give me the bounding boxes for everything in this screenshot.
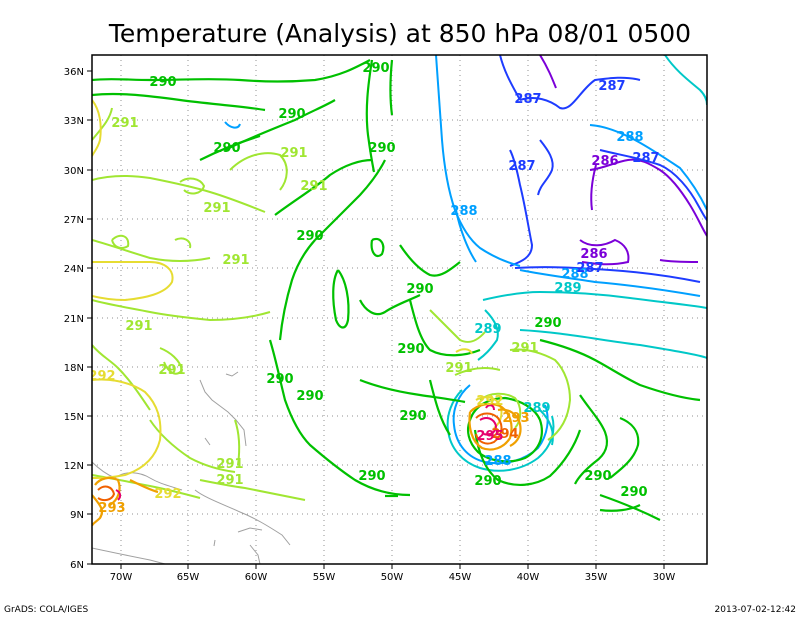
contour-label-293: 293 bbox=[98, 501, 125, 516]
contour-label-290: 290 bbox=[534, 316, 561, 331]
contour-label-292: 292 bbox=[88, 369, 115, 384]
contour-label-290: 290 bbox=[358, 469, 385, 484]
y-tick-label: 36N bbox=[64, 67, 84, 78]
isotherm-293 bbox=[92, 402, 522, 527]
contour-label-290: 290 bbox=[399, 409, 426, 424]
y-tick-label: 9N bbox=[70, 510, 84, 521]
y-tick-label: 27N bbox=[64, 215, 84, 226]
y-tick-label: 24N bbox=[64, 264, 84, 275]
y-tick-label: 33N bbox=[64, 116, 84, 127]
contour-label-288: 288 bbox=[561, 267, 588, 282]
contour-label-287: 287 bbox=[632, 151, 659, 166]
y-tick-label: 12N bbox=[64, 461, 84, 472]
y-tick-label: 6N bbox=[70, 560, 84, 571]
contour-label-291: 291 bbox=[125, 319, 152, 334]
contour-label-291: 291 bbox=[111, 116, 138, 131]
y-tick-label: 30N bbox=[64, 166, 84, 177]
contour-label-290: 290 bbox=[362, 61, 389, 76]
contour-label-286: 286 bbox=[580, 247, 607, 262]
x-tick-label: 45W bbox=[449, 572, 472, 583]
contour-label-291: 291 bbox=[216, 457, 243, 472]
contour-label-286: 286 bbox=[591, 154, 618, 169]
contour-label-290: 290 bbox=[584, 469, 611, 484]
isotherm-287 bbox=[499, 55, 707, 283]
contour-label-287: 287 bbox=[508, 159, 535, 174]
contour-label-291: 291 bbox=[511, 341, 538, 356]
contour-label-291: 291 bbox=[203, 201, 230, 216]
isotherm-290 bbox=[92, 59, 701, 521]
footer-source: GrADS: COLA/IGES bbox=[4, 605, 88, 615]
plot-frame bbox=[91, 54, 708, 565]
contour-label-291: 291 bbox=[445, 361, 472, 376]
contour-label-288: 288 bbox=[616, 130, 643, 145]
contour-label-290: 290 bbox=[266, 372, 293, 387]
x-tick-label: 65W bbox=[177, 572, 200, 583]
contour-label-290: 290 bbox=[620, 485, 647, 500]
isotherm-288 bbox=[224, 55, 707, 465]
y-axis: 36N 33N 30N 27N 24N 21N 18N 15N 12N 9N 6N bbox=[64, 67, 92, 571]
contour-label-292: 292 bbox=[476, 394, 503, 409]
isotherm-286 bbox=[539, 55, 707, 266]
isotherm-294 bbox=[97, 412, 503, 502]
contour-label-290: 290 bbox=[296, 389, 323, 404]
y-tick-label: 15N bbox=[64, 412, 84, 423]
contour-label-291: 291 bbox=[222, 253, 249, 268]
contour-label-291: 291 bbox=[280, 146, 307, 161]
contour-label-289: 289 bbox=[523, 401, 550, 416]
x-tick-label: 70W bbox=[110, 572, 133, 583]
x-tick-label: 40W bbox=[517, 572, 540, 583]
contour-label-287: 287 bbox=[514, 92, 541, 107]
map-title: Temperature (Analysis) at 850 hPa 08/01 … bbox=[108, 19, 691, 48]
contour-label-290: 290 bbox=[406, 282, 433, 297]
x-tick-label: 55W bbox=[313, 572, 336, 583]
x-axis: 70W 65W 60W 55W 50W 45W 40W 35W 30W bbox=[110, 564, 676, 583]
x-tick-label: 30W bbox=[653, 572, 676, 583]
contour-label-290: 290 bbox=[368, 141, 395, 156]
contour-label-290: 290 bbox=[296, 229, 323, 244]
x-tick-label: 60W bbox=[245, 572, 268, 583]
x-tick-label: 35W bbox=[585, 572, 608, 583]
contour-label-293: 293 bbox=[502, 411, 529, 426]
contour-label-295: 295 bbox=[476, 429, 503, 444]
contour-label-290: 290 bbox=[278, 107, 305, 122]
contour-label-290: 290 bbox=[397, 342, 424, 357]
y-tick-label: 21N bbox=[64, 314, 84, 325]
contour-label-291: 291 bbox=[216, 473, 243, 488]
contour-label-289: 289 bbox=[474, 322, 501, 337]
contour-label-294: 294 bbox=[491, 427, 518, 442]
plot-area bbox=[92, 55, 707, 564]
contour-label-287: 287 bbox=[576, 261, 603, 276]
isotherm-289 bbox=[446, 55, 707, 472]
contour-label-287: 287 bbox=[598, 79, 625, 94]
contour-label-291: 291 bbox=[158, 363, 185, 378]
contour-label-288: 288 bbox=[450, 204, 477, 219]
contour-label-291: 291 bbox=[300, 179, 327, 194]
x-tick-label: 50W bbox=[381, 572, 404, 583]
contour-label-292: 292 bbox=[154, 487, 181, 502]
contour-label-290: 290 bbox=[474, 474, 501, 489]
y-tick-label: 18N bbox=[64, 363, 84, 374]
contour-label-288: 288 bbox=[484, 454, 511, 469]
contour-label-290: 290 bbox=[213, 141, 240, 156]
isotherm-295 bbox=[115, 404, 498, 501]
contour-label-290: 290 bbox=[149, 75, 176, 90]
footer-timestamp: 2013-07-02-12:42 bbox=[715, 605, 797, 615]
contour-label-289: 289 bbox=[554, 281, 581, 296]
